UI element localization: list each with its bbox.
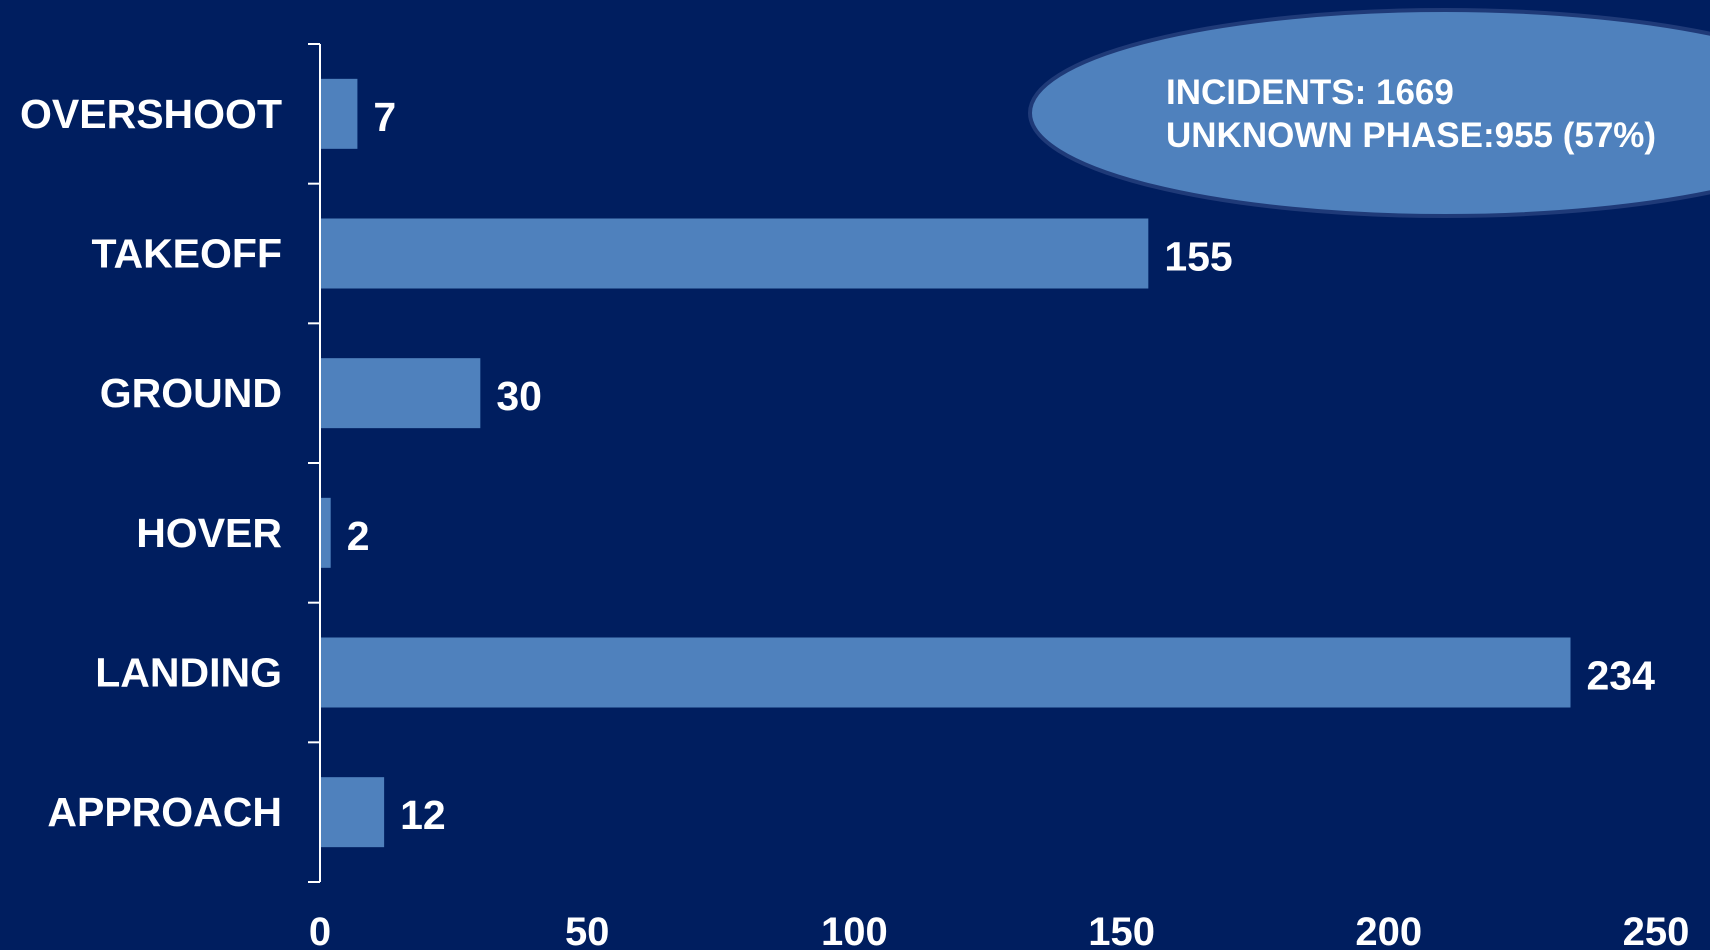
x-tick-label-250: 250 [1623, 910, 1690, 950]
data-label-hover: 2 [347, 513, 370, 559]
annotation-callout: INCIDENTS: 1669 UNKNOWN PHASE:955 (57%) [1028, 8, 1710, 218]
bar-landing [320, 637, 1571, 708]
labels-layer: OVERSHOOT 7 TAKEOFF 155 GROUND 30 HOVER 2 LANDIN… [20, 91, 1689, 950]
bar-hover [320, 497, 331, 568]
axis-layer [308, 43, 321, 883]
bar-overshoot [320, 78, 358, 149]
category-label-takeoff: TAKEOFF [91, 231, 282, 277]
category-label-approach: APPROACH [47, 789, 282, 835]
bars-layer [320, 78, 1571, 848]
data-label-approach: 12 [400, 792, 446, 838]
category-label-overshoot: OVERSHOOT [20, 91, 282, 137]
category-label-ground: GROUND [100, 370, 282, 416]
x-tick-label-200: 200 [1355, 910, 1422, 950]
annotation-line-unknown-phase: UNKNOWN PHASE:955 (57%) [1166, 116, 1656, 155]
bar-takeoff [320, 218, 1149, 289]
x-tick-label-100: 100 [821, 910, 888, 950]
annotation-line-incidents: INCIDENTS: 1669 [1166, 73, 1454, 112]
annotation-ellipse [1028, 8, 1710, 218]
bar-approach [320, 777, 385, 848]
data-label-ground: 30 [496, 373, 542, 419]
data-label-landing: 234 [1586, 653, 1655, 699]
x-tick-label-0: 0 [309, 910, 331, 950]
category-label-hover: HOVER [136, 510, 282, 556]
category-label-landing: LANDING [95, 650, 282, 696]
data-label-overshoot: 7 [373, 94, 396, 140]
bar-ground [320, 358, 481, 429]
data-label-takeoff: 155 [1164, 234, 1232, 280]
x-tick-label-50: 50 [565, 910, 610, 950]
x-tick-label-150: 150 [1088, 910, 1155, 950]
